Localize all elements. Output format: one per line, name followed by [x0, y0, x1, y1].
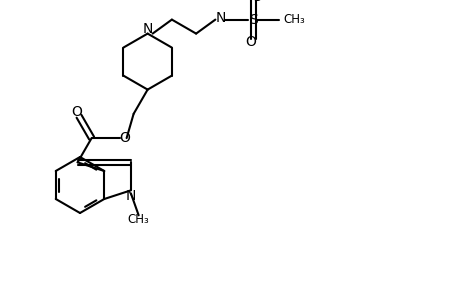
- Text: N: N: [125, 189, 136, 203]
- Text: S: S: [248, 13, 257, 27]
- Text: O: O: [119, 131, 130, 145]
- Text: N: N: [142, 22, 152, 36]
- Text: O: O: [250, 0, 261, 4]
- Text: O: O: [72, 105, 82, 119]
- Text: CH₃: CH₃: [128, 213, 149, 226]
- Text: CH₃: CH₃: [283, 13, 305, 26]
- Text: N: N: [215, 11, 225, 25]
- Text: O: O: [244, 35, 255, 49]
